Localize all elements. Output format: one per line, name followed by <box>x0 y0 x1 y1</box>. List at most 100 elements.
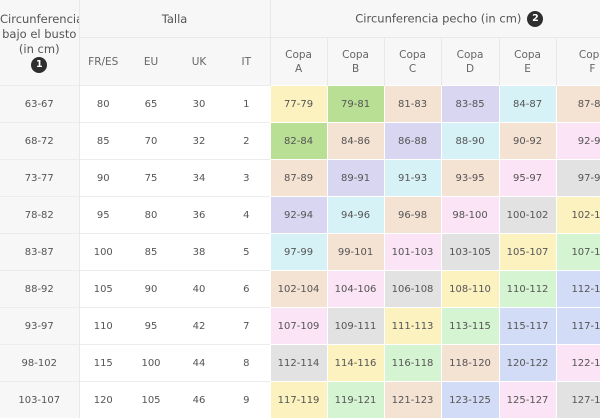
size-eu-cell: 90 <box>127 270 175 308</box>
cup-a-cell: 97-99 <box>269 233 328 271</box>
size-eu-cell: 95 <box>127 307 175 345</box>
size-system-fr-es: FR/ES <box>78 37 127 86</box>
cup-e-cell: 125-127 <box>498 381 557 418</box>
size-uk-cell: 30 <box>175 85 223 123</box>
size-uk-cell: 34 <box>175 159 223 197</box>
size-uk-cell: 42 <box>175 307 223 345</box>
cup-letter: F <box>589 62 596 75</box>
cup-letter: B <box>351 62 360 75</box>
cup-b-cell: 114-116 <box>326 344 385 382</box>
cup-b-cell: 94-96 <box>326 196 385 234</box>
chest-header: Circunferencia pecho (in cm) 2 <box>269 0 600 38</box>
cup-c-cell: 121-123 <box>383 381 442 418</box>
size-fr-es-cell: 80 <box>78 85 127 123</box>
cup-f-cell: 87-89 <box>555 85 600 123</box>
cup-c-cell: 91-93 <box>383 159 442 197</box>
size-it-cell: 6 <box>223 270 271 308</box>
chest-header-label: Circunferencia pecho (in cm) <box>355 11 522 25</box>
table-row: 78-82 95 80 36 4 92-94 94-96 96-98 98-100 100-102… <box>0 196 600 234</box>
table-row: 73-77 90 75 34 3 87-89 89-91 91-93 93-95 95-97 97-… <box>0 159 600 197</box>
size-fr-es-cell: 85 <box>78 122 127 160</box>
cup-d-cell: 98-100 <box>440 196 500 234</box>
cup-c-cell: 81-83 <box>383 85 442 123</box>
cup-letter: E <box>524 62 531 75</box>
cup-f-cell: 107-109 <box>555 233 600 271</box>
cup-header-c: Copa C <box>383 37 442 86</box>
cup-a-cell: 77-79 <box>269 85 328 123</box>
cup-c-cell: 96-98 <box>383 196 442 234</box>
cup-a-cell: 87-89 <box>269 159 328 197</box>
cup-b-cell: 99-101 <box>326 233 385 271</box>
cup-d-cell: 123-125 <box>440 381 500 418</box>
bust-range-cell: 98-102 <box>0 344 79 382</box>
bust-range-cell: 93-97 <box>0 307 79 345</box>
bust-range-cell: 78-82 <box>0 196 79 234</box>
cup-b-cell: 119-121 <box>326 381 385 418</box>
table-row: 88-92 105 90 40 6 102-104 104-106 106-108 108-11… <box>0 270 600 308</box>
cup-f-cell: 117-119 <box>555 307 600 345</box>
size-uk-cell: 46 <box>175 381 223 418</box>
size-it-cell: 8 <box>223 344 271 382</box>
size-system-eu: EU <box>127 37 175 86</box>
cup-e-cell: 95-97 <box>498 159 557 197</box>
cup-c-cell: 106-108 <box>383 270 442 308</box>
cup-f-cell: 127-129 <box>555 381 600 418</box>
cup-d-cell: 83-85 <box>440 85 500 123</box>
size-uk-cell: 44 <box>175 344 223 382</box>
size-eu-cell: 85 <box>127 233 175 271</box>
cup-letter: A <box>294 62 303 75</box>
cup-header-f: CopaF <box>555 37 600 86</box>
cup-prefix: Copa <box>342 48 369 61</box>
size-fr-es-cell: 120 <box>78 381 127 418</box>
cup-c-cell: 116-118 <box>383 344 442 382</box>
size-header: Talla <box>78 0 271 38</box>
bust-range-cell: 83-87 <box>0 233 79 271</box>
cup-e-cell: 105-107 <box>498 233 557 271</box>
size-it-cell: 9 <box>223 381 271 418</box>
bust-range-cell: 63-67 <box>0 85 79 123</box>
cup-d-cell: 93-95 <box>440 159 500 197</box>
size-fr-es-cell: 100 <box>78 233 127 271</box>
size-system-it: IT <box>223 37 271 86</box>
size-uk-cell: 40 <box>175 270 223 308</box>
size-uk-cell: 38 <box>175 233 223 271</box>
bust-range-cell: 73-77 <box>0 159 79 197</box>
bust-header: Circunferencia bajo el busto (in cm) 1 <box>0 0 79 86</box>
size-eu-cell: 80 <box>127 196 175 234</box>
info-badge-1[interactable]: 1 <box>31 57 48 73</box>
size-fr-es-cell: 90 <box>78 159 127 197</box>
info-badge-2[interactable]: 2 <box>527 10 544 27</box>
cup-prefix: Copa <box>578 48 600 61</box>
cup-f-cell: 112-114 <box>555 270 600 308</box>
cup-d-cell: 88-90 <box>440 122 500 160</box>
cup-b-cell: 104-106 <box>326 270 385 308</box>
size-fr-es-cell: 105 <box>78 270 127 308</box>
cup-d-cell: 103-105 <box>440 233 500 271</box>
cup-header-b: Copa B <box>326 37 385 86</box>
size-fr-es-cell: 115 <box>78 344 127 382</box>
cup-f-cell: 92-94 <box>555 122 600 160</box>
size-it-cell: 1 <box>223 85 271 123</box>
cup-b-cell: 89-91 <box>326 159 385 197</box>
size-uk-cell: 36 <box>175 196 223 234</box>
cup-a-cell: 117-119 <box>269 381 328 418</box>
cup-f-cell: 97-99 <box>555 159 600 197</box>
cup-d-cell: 108-110 <box>440 270 500 308</box>
cup-c-cell: 101-103 <box>383 233 442 271</box>
cup-e-cell: 90-92 <box>498 122 557 160</box>
cup-c-cell: 86-88 <box>383 122 442 160</box>
bust-range-cell: 68-72 <box>0 122 79 160</box>
table-row: 68-72 85 70 32 2 82-84 84-86 86-88 88-90 90-92 92-… <box>0 122 600 160</box>
size-eu-cell: 70 <box>127 122 175 160</box>
size-eu-cell: 65 <box>127 85 175 123</box>
cup-b-cell: 109-111 <box>326 307 385 345</box>
cup-e-cell: 110-112 <box>498 270 557 308</box>
bust-range-cell: 88-92 <box>0 270 79 308</box>
size-it-cell: 4 <box>223 196 271 234</box>
cup-a-cell: 102-104 <box>269 270 328 308</box>
cup-letter: D <box>466 62 475 75</box>
cup-d-cell: 113-115 <box>440 307 500 345</box>
cup-e-cell: 120-122 <box>498 344 557 382</box>
